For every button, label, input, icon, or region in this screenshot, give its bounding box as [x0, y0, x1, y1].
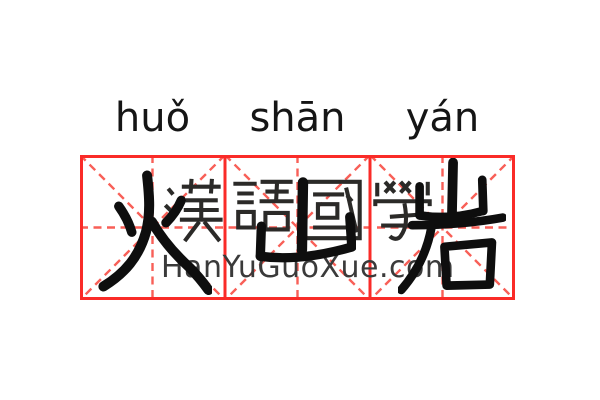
watermark-char-han [162, 178, 223, 243]
watermark-char-xue [373, 180, 432, 241]
watermark-char-yu [233, 179, 294, 232]
pinyin-syllable-huo: huǒ [114, 95, 191, 141]
hanzi-yan [398, 158, 506, 295]
pinyin-syllable-yan: yán [405, 95, 480, 141]
pinyin-syllable-shan: shān [249, 95, 346, 141]
hanzi-huo [98, 170, 212, 295]
hanzi-shan [255, 177, 356, 263]
